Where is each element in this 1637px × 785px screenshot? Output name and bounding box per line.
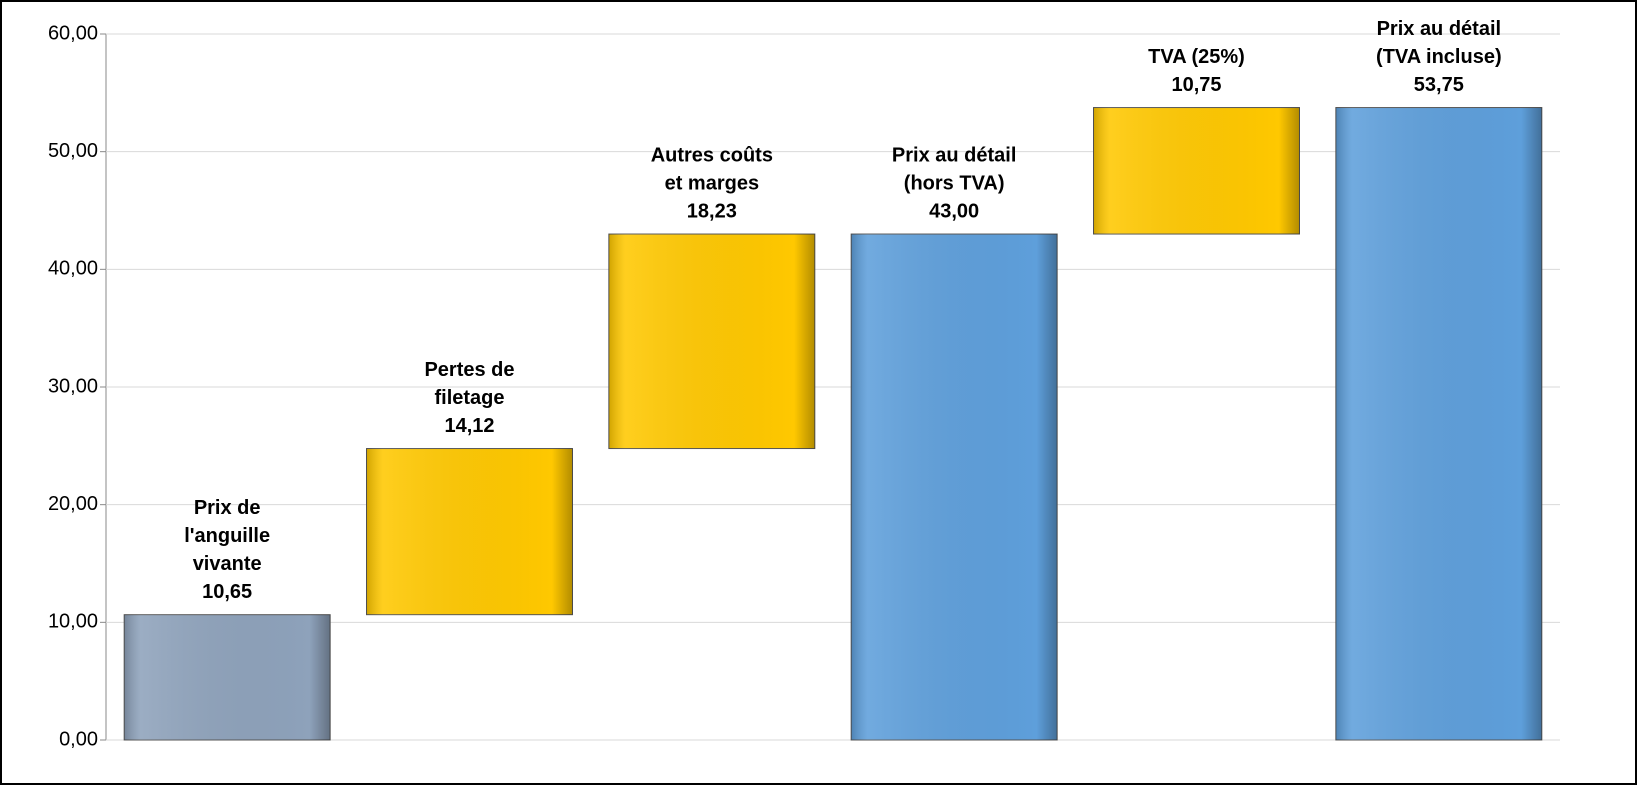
- y-tick-label: 10,00: [48, 611, 98, 633]
- value-label: 10,75: [1171, 74, 1221, 96]
- y-tick-label: 0,00: [59, 728, 98, 750]
- category-label: l'anguille: [184, 525, 270, 547]
- bar-shade: [124, 614, 331, 740]
- category-label: TVA (25%): [1148, 46, 1245, 68]
- category-label: Pertes de: [424, 359, 514, 381]
- grid: 0,00 10,00 20,00 30,00 40,00 50,00 60,00: [48, 22, 1560, 750]
- value-label: 18,23: [687, 200, 737, 222]
- value-label: 43,00: [929, 200, 979, 222]
- y-tick-label: 60,00: [48, 22, 98, 44]
- y-tick-label: 20,00: [48, 493, 98, 515]
- value-label: 14,12: [444, 415, 494, 437]
- value-label: 10,65: [202, 581, 252, 603]
- category-label: Prix au détail: [892, 144, 1017, 166]
- category-label: Prix de: [194, 497, 261, 519]
- y-tick-label: 50,00: [48, 140, 98, 162]
- category-label: filetage: [434, 387, 504, 409]
- category-label: (TVA incluse): [1376, 46, 1502, 68]
- category-label: Prix au détail: [1377, 18, 1502, 40]
- y-tick-label: 30,00: [48, 375, 98, 397]
- bars: [123, 107, 1543, 741]
- y-tick-label: 40,00: [48, 258, 98, 280]
- labels: 10,65 Prix de l'anguille vivante 14,12 Pertes…: [184, 18, 1501, 603]
- bar-shade: [608, 234, 815, 449]
- category-label: Autres coûts: [651, 144, 773, 166]
- bar-shade: [366, 448, 573, 615]
- bar-shade: [1335, 107, 1542, 740]
- bar-shade: [1093, 107, 1300, 235]
- category-label: vivante: [193, 553, 262, 575]
- value-label: 53,75: [1414, 74, 1464, 96]
- bar-shade: [851, 234, 1058, 741]
- category-label: et marges: [665, 172, 760, 194]
- category-label: (hors TVA): [904, 172, 1005, 194]
